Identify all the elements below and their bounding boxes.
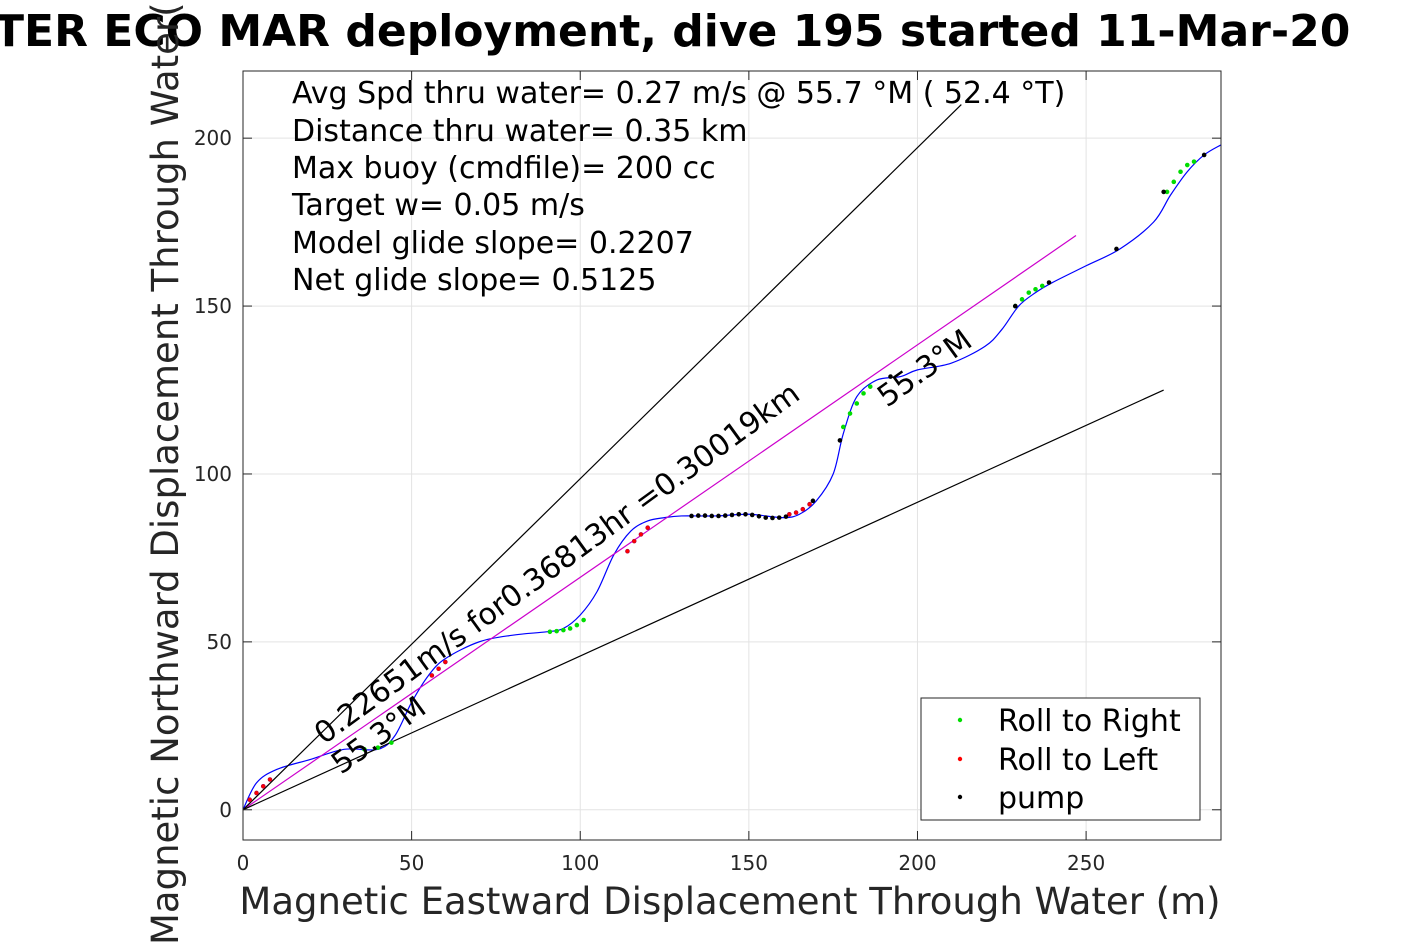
marker-roll-to-right [1039, 283, 1045, 289]
marker-roll-to-left [800, 506, 806, 512]
stat-model-glide: Model glide slope= 0.2207 [292, 226, 694, 261]
marker-roll-to-left [429, 673, 435, 678]
marker-roll-to-left [638, 532, 644, 537]
legend-marker-roll-left [957, 756, 963, 762]
marker-roll-to-right [1184, 162, 1190, 168]
marker-pump [1046, 280, 1052, 285]
plot-frame [242, 70, 1222, 841]
marker-layer [247, 152, 1207, 803]
marker-pump [783, 514, 789, 519]
marker-roll-to-left [793, 510, 799, 515]
legend-label-pump: pump [998, 781, 1084, 816]
series-line-track [243, 144, 1221, 811]
legend-box [920, 697, 1201, 821]
marker-roll-to-left [254, 790, 259, 796]
marker-roll-to-left [247, 797, 253, 803]
marker-pump [770, 515, 775, 521]
marker-roll-to-right [1026, 290, 1032, 295]
y-tick-label: 100 [194, 462, 232, 486]
marker-roll-to-right [567, 626, 573, 631]
y-axis-label: Magnetic Northward Displacement Through … [144, 2, 187, 945]
marker-pump [749, 512, 755, 518]
marker-roll-to-left [645, 525, 650, 530]
x-tick-label: 50 [399, 851, 424, 875]
series-line-glide [243, 235, 1077, 811]
marker-pump [1114, 246, 1119, 252]
marker-roll-to-right [867, 384, 873, 389]
marker-roll-to-left [267, 777, 273, 782]
x-tick-label: 0 [237, 851, 250, 875]
x-axis-label: Magnetic Eastward Displacement Through W… [239, 880, 1220, 923]
marker-pump [716, 513, 721, 519]
x-tick-label: 150 [730, 851, 768, 875]
marker-roll-to-right [561, 627, 566, 633]
marker-roll-to-left [625, 548, 630, 554]
marker-pump [810, 498, 816, 504]
marker-roll-to-right [861, 391, 866, 396]
axis-ticks: 0 50 100 150 200 250 0 50 100 150 200 [194, 71, 1221, 875]
marker-roll-to-right [847, 411, 853, 416]
marker-roll-to-right [854, 401, 860, 406]
marker-pump [722, 513, 728, 518]
marker-roll-to-right [1019, 297, 1025, 302]
stat-max-buoy: Max buoy (cmdfile)= 200 cc [292, 151, 716, 186]
marker-pump [1161, 189, 1166, 195]
x-tick-label: 200 [898, 851, 936, 875]
marker-roll-to-left [436, 666, 441, 672]
marker-roll-to-left [443, 659, 448, 665]
chart-title: TER ECO MAR deployment, dive 195 started… [0, 6, 1350, 57]
marker-pump [743, 511, 748, 517]
stat-avg-speed: Avg Spd thru water= 0.27 m/s @ 55.7 °M (… [292, 76, 1065, 111]
marker-pump [695, 513, 701, 518]
marker-roll-to-right [840, 424, 846, 430]
marker-roll-to-right [1178, 169, 1183, 175]
marker-roll-to-right [1033, 286, 1038, 292]
marker-pump [888, 374, 893, 379]
stat-target-w: Target w= 0.05 m/s [291, 188, 585, 223]
marker-pump [729, 512, 735, 518]
y-tick-label: 200 [194, 126, 232, 150]
y-tick-label: 150 [194, 294, 232, 318]
marker-pump [702, 513, 708, 518]
marker-pump [763, 515, 769, 520]
marker-roll-to-right [1191, 159, 1197, 164]
legend: Roll to Right Roll to Left pump [920, 697, 1201, 821]
series-line-upper-bound [243, 104, 962, 811]
marker-roll-to-right [362, 747, 367, 752]
marker-pump [756, 513, 762, 519]
series-layer [243, 104, 1221, 811]
marker-pump [689, 513, 694, 519]
legend-label-roll-left: Roll to Left [998, 743, 1158, 778]
marker-roll-to-right [1171, 179, 1177, 185]
marker-roll-to-right [389, 740, 394, 745]
marker-pump [1201, 152, 1207, 158]
marker-roll-to-right [375, 745, 381, 750]
marker-pump [736, 511, 742, 517]
x-tick-label: 100 [561, 851, 599, 875]
marker-roll-to-right [574, 622, 580, 628]
x-tick-label: 250 [1067, 851, 1105, 875]
y-tick-label: 50 [207, 630, 232, 654]
marker-pump [709, 513, 715, 519]
marker-roll-to-right [547, 629, 553, 635]
legend-marker-roll-right [957, 717, 963, 723]
stats-block: Avg Spd thru water= 0.27 m/s @ 55.7 °M (… [291, 76, 1065, 298]
stat-distance: Distance thru water= 0.35 km [292, 114, 747, 149]
marker-roll-to-left [807, 501, 812, 507]
y-tick-label: 0 [219, 798, 232, 822]
marker-roll-to-right [554, 628, 559, 634]
marker-pump [837, 438, 843, 443]
marker-pump [1012, 303, 1018, 309]
series-line-lower-bound [243, 389, 1164, 811]
stat-net-glide: Net glide slope= 0.5125 [292, 263, 656, 298]
marker-roll-to-left [631, 538, 637, 544]
marker-roll-to-right [581, 617, 586, 623]
marker-roll-to-left [260, 783, 266, 789]
legend-marker-pump [957, 794, 963, 800]
marker-pump [776, 515, 782, 520]
grid-lines [242, 71, 1221, 840]
marker-roll-to-left [787, 511, 792, 517]
legend-label-roll-right: Roll to Right [998, 704, 1181, 739]
